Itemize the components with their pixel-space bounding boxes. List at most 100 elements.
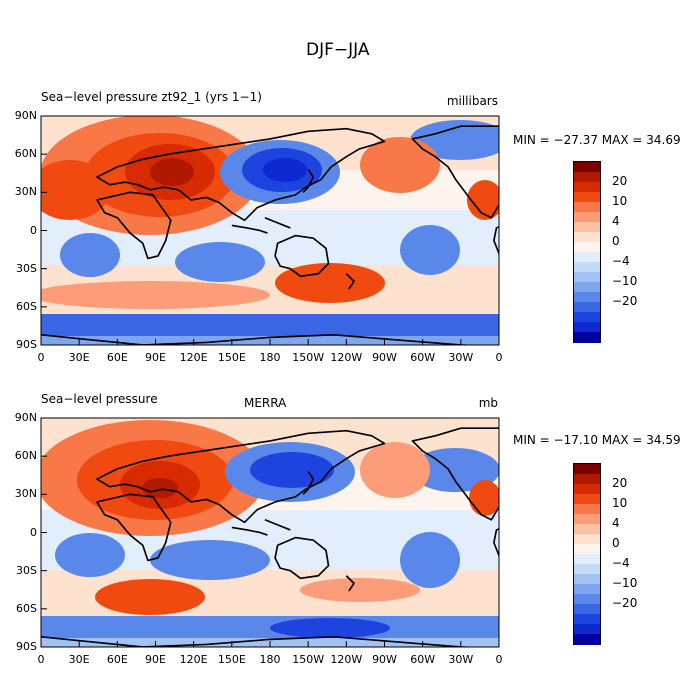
colorbar-swatch (574, 474, 600, 485)
y-tick-label: 90N (14, 411, 37, 424)
colorbar-label: −4 (612, 556, 630, 570)
colorbar-swatch (574, 594, 600, 605)
colorbar-swatch (574, 584, 600, 595)
x-tick-label: 60W (410, 653, 436, 666)
colorbar-swatch (574, 564, 600, 575)
colorbar-swatch (574, 232, 600, 243)
colorbar-label: −20 (612, 596, 638, 610)
colorbar-swatch (574, 604, 600, 615)
colorbar-swatch (574, 272, 600, 283)
colorbar-swatch (574, 282, 600, 293)
colorbar-swatch (574, 544, 600, 555)
colorbar-label: 4 (612, 214, 620, 228)
x-tick-label: 0 (37, 653, 45, 666)
colorbar-label: 4 (612, 516, 620, 530)
panel-2-units: mb (478, 396, 498, 410)
panel-1-minmax: MIN = −27.37 MAX = 34.69 (513, 133, 681, 147)
colorbar-swatch (574, 484, 600, 495)
x-tick-label: 150E (217, 351, 246, 364)
y-tick-label: 30N (14, 185, 37, 199)
colorbar-label: 0 (612, 234, 620, 248)
x-tick-label: 180 (259, 653, 281, 666)
colorbar-label: −20 (612, 294, 638, 308)
colorbar-label: 20 (612, 476, 628, 490)
y-tick-label: 60N (14, 147, 37, 161)
x-tick-label: 90W (372, 351, 397, 364)
colorbar-label: −4 (612, 254, 630, 268)
colorbar-swatch (574, 464, 600, 475)
y-tick-label: 90S (16, 338, 37, 351)
x-tick-label: 120E (179, 351, 208, 364)
x-tick-label: 150E (217, 653, 246, 666)
y-tick-label: 60S (16, 601, 37, 615)
y-tick-label: 0 (30, 525, 37, 539)
y-tick-label: 90N (14, 109, 37, 122)
colorbar-swatch (574, 202, 600, 213)
colorbar-label: 0 (612, 536, 620, 550)
y-tick-label: 30S (16, 563, 37, 577)
x-tick-label: 90E (145, 351, 166, 364)
colorbar-label: 20 (612, 174, 628, 188)
colorbar-swatch (574, 524, 600, 535)
colorbar-swatch (574, 514, 600, 525)
colorbar-swatch (574, 262, 600, 273)
x-tick-label: 120W (330, 351, 363, 364)
y-tick-label: 30S (16, 261, 37, 275)
colorbar-swatch (574, 162, 600, 173)
x-tick-label: 60E (106, 351, 128, 364)
x-tick-label: 90W (372, 653, 397, 666)
x-tick-label: 150W (292, 653, 325, 666)
colorbar-swatch (574, 212, 600, 223)
colorbar-swatch (574, 172, 600, 183)
colorbar-swatch (574, 614, 600, 625)
panel-2-subtitle: MERRA (244, 396, 287, 410)
y-tick-label: 0 (30, 223, 37, 237)
x-tick-label: 0 (495, 351, 503, 364)
x-tick-label: 150W (292, 351, 325, 364)
y-tick-label: 60S (16, 299, 37, 313)
figure-title: DJF−JJA (306, 40, 370, 60)
x-tick-label: 120W (330, 653, 363, 666)
colorbar-swatch (574, 182, 600, 193)
colorbar-swatch (574, 574, 600, 585)
colorbar-swatch (574, 242, 600, 253)
colorbar-swatch (574, 292, 600, 303)
x-tick-label: 180 (259, 351, 281, 364)
x-tick-label: 0 (495, 653, 503, 666)
colorbar-swatch (574, 504, 600, 515)
colorbar-2: 20 10 4 0 −4 −10 −20 (573, 463, 637, 645)
colorbar-swatch (574, 222, 600, 233)
x-tick-label: 60E (106, 653, 128, 666)
panel-2-minmax: MIN = −17.10 MAX = 34.59 (513, 433, 681, 447)
panel-2-title: Sea−level pressure (41, 392, 158, 406)
colorbar-1: 20 10 4 0 −4 −10 −20 (573, 161, 637, 343)
y-tick-label: 90S (16, 640, 37, 653)
x-tick-label: 30E (68, 351, 90, 364)
panel-1-field (41, 116, 499, 345)
x-tick-label: 30W (448, 653, 474, 666)
x-tick-label: 30E (68, 653, 90, 666)
panel-2-field (41, 418, 499, 647)
y-tick-label: 30N (14, 487, 37, 501)
colorbar-swatch (574, 534, 600, 545)
x-tick-label: 60W (410, 351, 436, 364)
colorbar-label: 10 (612, 194, 628, 208)
x-tick-label: 0 (37, 351, 45, 364)
colorbar-swatch (574, 322, 600, 333)
x-tick-label: 30W (448, 351, 474, 364)
panel-1-title: Sea−level pressure zt92_1 (yrs 1−1) (41, 90, 262, 104)
colorbar-swatch (574, 554, 600, 565)
colorbar-swatch (574, 624, 600, 635)
colorbar-label: 10 (612, 496, 628, 510)
colorbar-label: −10 (612, 274, 638, 288)
colorbar-swatch (574, 634, 600, 645)
x-tick-label: 90E (145, 653, 166, 666)
x-tick-label: 120E (179, 653, 208, 666)
colorbar-swatch (574, 252, 600, 263)
colorbar-swatch (574, 312, 600, 323)
colorbar-swatch (574, 302, 600, 313)
colorbar-label: −10 (612, 576, 638, 590)
colorbar-swatch (574, 332, 600, 343)
colorbar-swatch (574, 192, 600, 203)
